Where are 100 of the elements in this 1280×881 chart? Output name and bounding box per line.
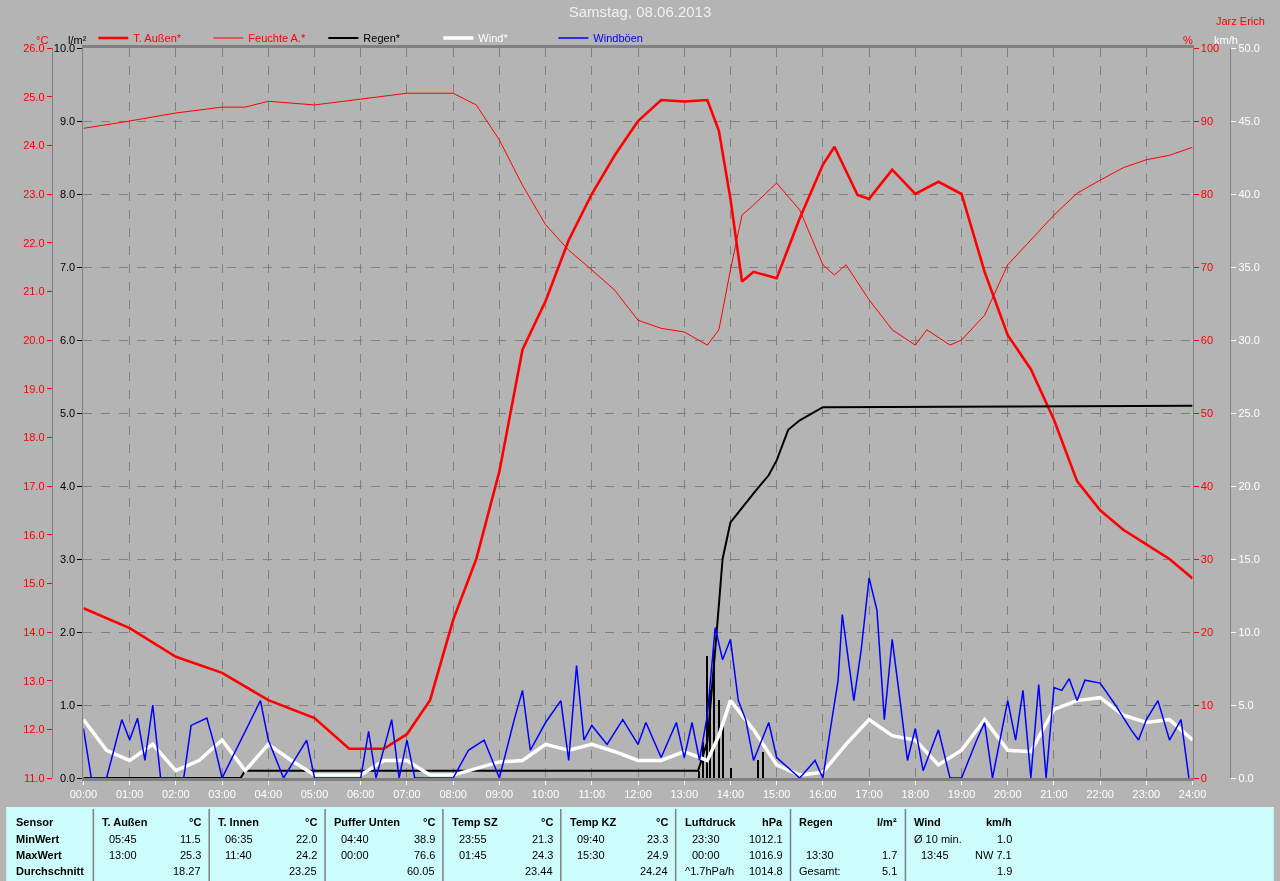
- x-tick-label: 14:00: [716, 788, 745, 801]
- y-tick-label: 14.0: [23, 625, 45, 638]
- x-tick-label: 01:00: [115, 788, 144, 801]
- text: °C: [656, 816, 669, 828]
- y-tick-label: 17.0: [23, 479, 45, 492]
- text: Temp KZ: [570, 816, 617, 828]
- y3-tick-label: 50: [1200, 406, 1214, 419]
- text: 23.3: [647, 833, 669, 845]
- y3-tick-label: 20: [1200, 625, 1214, 638]
- text: Gesamt:: [799, 865, 841, 877]
- y2-tick-label: 8.0: [59, 187, 76, 200]
- bar: [730, 768, 733, 778]
- x-tick-label: 20:00: [993, 788, 1022, 801]
- x-tick-label: 23:00: [1132, 788, 1161, 801]
- y3-tick-label: 90: [1200, 114, 1214, 127]
- text: 13:45: [921, 849, 949, 861]
- y2-tick-label: 5.0: [59, 406, 76, 419]
- text: 38.9: [414, 833, 436, 845]
- text: Jarz Erich: [1216, 15, 1265, 27]
- text: 1.0: [997, 833, 1013, 845]
- text: 1016.9: [749, 849, 783, 861]
- x-tick-label: 05:00: [300, 788, 329, 801]
- text: 06:35: [225, 833, 253, 845]
- x-tick-label: 24:00: [1178, 788, 1207, 801]
- text: 1012.1: [749, 833, 783, 845]
- x-tick-label: 08:00: [439, 788, 467, 801]
- x-tick-label: 21:00: [1040, 788, 1068, 801]
- y2-tick-label: 4.0: [59, 479, 76, 492]
- y-tick-label: 12.0: [23, 723, 45, 736]
- y-tick-label: 21.0: [23, 285, 45, 298]
- text: ^1.7hPa/h: [685, 865, 735, 877]
- text: 13:00: [109, 849, 137, 861]
- text: 23.25: [289, 865, 317, 877]
- text: 24.24: [640, 865, 668, 877]
- y3-tick-label: 30: [1200, 552, 1214, 565]
- text: 5.1: [882, 865, 898, 877]
- y-tick-label: 10.0: [1238, 625, 1260, 638]
- y2-tick-label: 9.0: [59, 114, 76, 127]
- text: T. Außen: [102, 816, 148, 828]
- y-tick-label: 19.0: [23, 382, 45, 395]
- y-tick-label: 23.0: [23, 187, 45, 200]
- x-tick-label: 06:00: [346, 788, 375, 801]
- y-tick-label: 20.0: [1238, 479, 1260, 492]
- text: Durchschnitt: [16, 865, 85, 877]
- line-series: [83, 577, 1190, 778]
- x-tick-label: 18:00: [901, 788, 930, 801]
- text: T. Innen: [218, 816, 260, 828]
- text: 21.3: [532, 833, 554, 845]
- y-tick-label: 20.0: [23, 333, 45, 346]
- text: °C: [305, 816, 318, 828]
- y3-tick-label: 70: [1200, 260, 1214, 273]
- y-tick-label: 45.0: [1238, 114, 1260, 127]
- x-tick-label: 22:00: [1086, 788, 1114, 801]
- text: l/m²: [877, 816, 897, 828]
- x-tick-label: 16:00: [809, 788, 837, 801]
- x-tick-label: 13:00: [670, 788, 698, 801]
- text: 22.0: [296, 833, 318, 845]
- text: 1014.8: [749, 865, 783, 877]
- y-tick-label: 11.0: [23, 771, 45, 784]
- text: 23:55: [459, 833, 487, 845]
- y-tick-label: 25.0: [1238, 406, 1260, 419]
- y3-tick-label: 40: [1200, 479, 1214, 492]
- text: 15:30: [577, 849, 605, 861]
- legend-label: T. Außen*: [133, 32, 182, 45]
- x-tick-label: 00:00: [69, 788, 98, 801]
- legend-label: Windböen: [593, 32, 643, 45]
- y-tick-label: 5.0: [1238, 698, 1254, 711]
- x-tick-label: 10:00: [531, 788, 560, 801]
- x-tick-label: 04:00: [254, 788, 283, 801]
- text: °C: [541, 816, 554, 828]
- y-tick-label: 50.0: [1238, 41, 1260, 54]
- text: 18.27: [173, 865, 201, 877]
- text: 76.6: [414, 849, 436, 861]
- text: 24.3: [532, 849, 554, 861]
- y-tick-label: 16.0: [23, 528, 45, 541]
- text: 1.9: [997, 865, 1013, 877]
- text: Sensor: [16, 816, 55, 828]
- text: 23:30: [692, 833, 720, 845]
- legend-label: Regen*: [363, 32, 401, 45]
- y-tick-label: 15.0: [23, 577, 45, 590]
- bar: [762, 752, 765, 778]
- y2-tick-label: 2.0: [59, 625, 76, 638]
- text: MaxWert: [16, 849, 62, 861]
- y-tick-label: 30.0: [1238, 333, 1260, 346]
- y2-tick-label: 0.0: [59, 771, 76, 784]
- text: 00:00: [341, 849, 369, 861]
- text: NW 7.1: [975, 849, 1012, 861]
- text: Ø 10 min.: [914, 833, 962, 845]
- y-tick-label: 25.0: [23, 90, 45, 103]
- legend-label: Feuchte A.*: [248, 32, 306, 45]
- text: 05:45: [109, 833, 137, 845]
- text: 00:00: [692, 849, 720, 861]
- y-tick-label: 22.0: [23, 236, 45, 249]
- y2-tick-label: 6.0: [59, 333, 76, 346]
- text: 24.9: [647, 849, 669, 861]
- x-tick-label: 17:00: [855, 788, 883, 801]
- y-tick-label: 0.0: [1238, 771, 1254, 784]
- text: 01:45: [459, 849, 487, 861]
- text: Puffer Unten: [334, 816, 401, 828]
- y3-axis-title: %: [1183, 34, 1193, 46]
